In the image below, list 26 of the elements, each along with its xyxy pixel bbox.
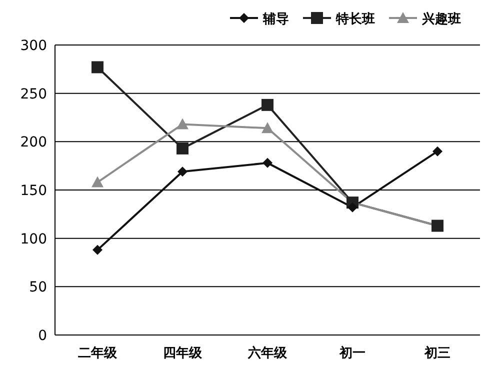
point: [432, 146, 442, 156]
point: [262, 122, 274, 134]
y-tick-label: 100: [20, 231, 47, 248]
point: [262, 158, 272, 168]
y-tick-label: 0: [38, 328, 47, 344]
point: [92, 244, 102, 255]
legend-label: 辅导: [262, 12, 289, 27]
x-tick-label: 二年级: [78, 346, 118, 361]
x-tick-label: 四年级: [163, 346, 203, 361]
y-tick-label: 250: [20, 86, 47, 102]
point: [176, 142, 188, 154]
x-tick-label: 初一: [338, 345, 366, 361]
y-tick-label: 150: [20, 183, 47, 199]
point: [262, 98, 274, 111]
point: [348, 202, 358, 212]
y-tick-label: 200: [20, 134, 47, 151]
point: [176, 118, 188, 130]
x-tick-label: 初三: [424, 345, 450, 361]
point: [92, 61, 104, 74]
y-tick-label: 50: [29, 280, 47, 296]
point: [178, 166, 188, 177]
y-tick-label: 300: [20, 38, 47, 54]
legend-label: 兴趣班: [421, 11, 461, 27]
point: [92, 176, 104, 188]
x-tick-label: 六年级: [247, 345, 288, 361]
legend-label: 特长班: [335, 12, 375, 27]
